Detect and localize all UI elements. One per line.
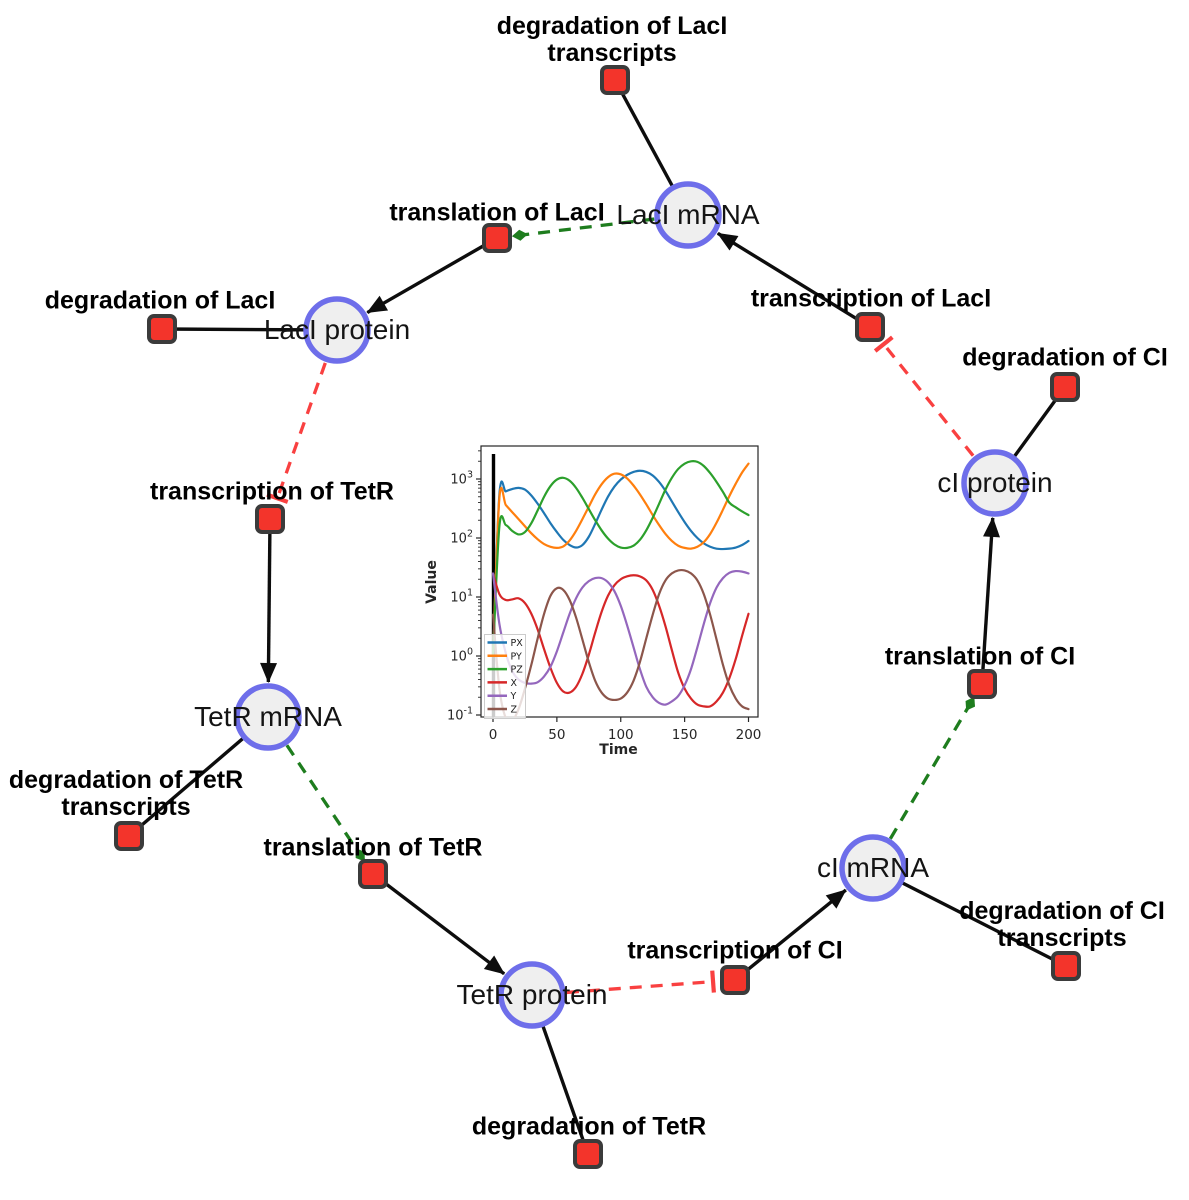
- chart-legend-label-PX: PX: [511, 638, 524, 649]
- chart-y-tick-label: 101: [450, 588, 473, 606]
- chart-x-axis-label: Time: [599, 742, 637, 758]
- species-node-tetr-mrna[interactable]: [234, 683, 302, 751]
- chart-x-tick-label: 200: [736, 727, 762, 743]
- edge-link-ci-mrna-to-degradation-ci-transcripts: [872, 866, 1067, 968]
- chart-series-Y: [491, 569, 750, 706]
- species-node-tetr-protein[interactable]: [498, 961, 566, 1029]
- edge-production-transcription-ci-to-ci-mrna: [744, 888, 847, 974]
- edge-reactant-ci-mrna-to-translation-ci: [888, 696, 976, 840]
- edge-reactant-laci-mrna-to-translation-laci: [511, 217, 655, 241]
- chart-legend-label-PY: PY: [511, 651, 523, 662]
- chart-series-PX: [491, 469, 750, 658]
- chart-legend-label-Z: Z: [511, 705, 518, 716]
- species-node-ci-mrna[interactable]: [839, 834, 907, 902]
- chart-series-X: [491, 572, 750, 708]
- chart-legend-label-X: X: [511, 678, 518, 689]
- species-node-laci-mrna[interactable]: [654, 181, 722, 249]
- chart-y-tick-label: 103: [450, 470, 473, 488]
- species-node-ci-protein[interactable]: [961, 449, 1029, 517]
- chart-series-Z: [491, 568, 750, 717]
- chart-x-tick-label: 150: [672, 727, 698, 743]
- chart-x-tick-label: 100: [608, 727, 634, 743]
- species-node-laci-protein[interactable]: [303, 296, 371, 364]
- reaction-node-degradation-ci-transcripts[interactable]: [1051, 951, 1081, 981]
- edge-production-transcription-tetr-to-tetr-mrna: [260, 531, 278, 684]
- chart-legend-label-PZ: PZ: [511, 665, 524, 676]
- edge-inhibition-laci-protein-to-transcription-tetr: [266, 362, 327, 504]
- reaction-node-translation-ci[interactable]: [967, 669, 997, 699]
- chart-legend-box: [484, 634, 526, 719]
- edge-reactant-tetr-mrna-to-translation-tetr: [285, 744, 367, 863]
- edge-production-translation-ci-to-ci-protein: [981, 516, 1000, 672]
- chart-y-axis-label: Value: [424, 560, 440, 604]
- edge-production-transcription-laci-to-laci-mrna: [716, 231, 860, 322]
- reaction-node-transcription-ci[interactable]: [720, 965, 750, 995]
- reaction-node-degradation-laci[interactable]: [147, 314, 177, 344]
- reaction-node-translation-tetr[interactable]: [358, 859, 388, 889]
- chart-y-tick-label: 100: [450, 647, 473, 665]
- chart-x-tick-label: 50: [548, 727, 565, 743]
- reaction-node-degradation-tetr-transcripts[interactable]: [114, 821, 144, 851]
- edge-production-translation-laci-to-laci-protein: [366, 243, 487, 315]
- reaction-node-degradation-tetr[interactable]: [573, 1139, 603, 1169]
- reaction-node-degradation-laci-transcripts[interactable]: [600, 65, 630, 95]
- chart-x-tick-label: 0: [489, 727, 498, 743]
- chart-series-PY: [491, 462, 750, 658]
- chart-y-tick-label: 10-1: [447, 706, 473, 724]
- chart-legend-label-Y: Y: [510, 691, 517, 702]
- reaction-node-translation-laci[interactable]: [482, 223, 512, 253]
- chart-legend: PX PY PZ XYZ: [484, 634, 526, 719]
- edge-production-translation-tetr-to-tetr-protein: [382, 880, 506, 976]
- reaction-node-degradation-ci[interactable]: [1050, 372, 1080, 402]
- chart-series-PZ: [491, 460, 750, 658]
- edge-inhibition-tetr-protein-to-transcription-ci: [566, 970, 716, 995]
- edge-inhibition-ci-protein-to-transcription-laci: [873, 335, 975, 457]
- reaction-node-transcription-laci[interactable]: [855, 312, 885, 342]
- reaction-node-transcription-tetr[interactable]: [255, 504, 285, 534]
- chart-y-tick-label: 102: [450, 529, 473, 547]
